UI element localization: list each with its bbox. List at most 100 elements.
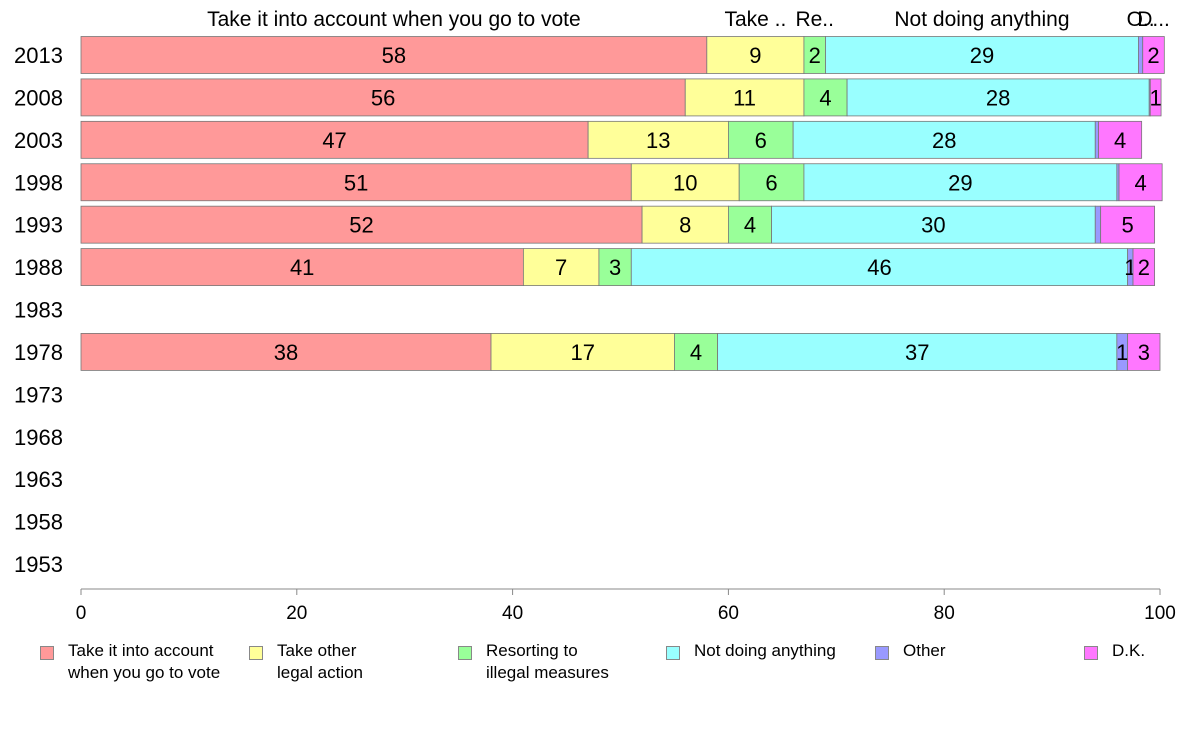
- category-label: 1958: [14, 510, 63, 535]
- legend-swatch: [875, 646, 889, 660]
- category-label: 1983: [14, 298, 63, 323]
- legend-swatch: [40, 646, 54, 660]
- x-tick-label: 60: [718, 603, 739, 624]
- data-label: 7: [555, 255, 567, 280]
- bar-segment: [1100, 205, 1156, 244]
- top-segment-label: Take it into account when you go to vote: [207, 8, 581, 31]
- bar-segment: [630, 163, 740, 202]
- bar-segment: [706, 36, 805, 74]
- data-label: 1: [1116, 340, 1128, 365]
- top-segment-label: D...: [1137, 8, 1170, 31]
- x-tick-label: 80: [934, 603, 955, 624]
- data-label: 30: [921, 213, 945, 238]
- data-label: 4: [819, 85, 831, 110]
- data-label: 38: [274, 340, 298, 365]
- bar-segment: [598, 248, 632, 286]
- legend-item: Take it into account when you go to vote: [40, 640, 220, 684]
- category-label: 1978: [14, 340, 63, 365]
- category-label: 1973: [14, 382, 63, 407]
- data-label: 28: [986, 85, 1010, 110]
- bar-segment: [80, 163, 632, 202]
- legend-swatch: [249, 646, 263, 660]
- legend-label: D.K.: [1112, 641, 1146, 660]
- data-label: 4: [690, 340, 702, 365]
- data-label: 2: [1138, 255, 1150, 280]
- legend-item: Other: [875, 640, 946, 662]
- top-segment-label: O..: [1127, 8, 1155, 31]
- data-label: 29: [970, 43, 994, 68]
- bar-segment: [80, 36, 708, 74]
- legend-item: Resorting to illegal measures: [458, 640, 609, 684]
- category-label: 2008: [14, 85, 63, 110]
- bar-segment: [1149, 78, 1162, 117]
- bar-segment: [522, 248, 600, 286]
- top-segment-label: Take ..: [724, 8, 786, 31]
- bar-segment: [738, 163, 805, 202]
- data-label: 52: [349, 213, 373, 238]
- x-tick-label: 20: [286, 603, 307, 624]
- bar-segment: [80, 78, 686, 117]
- data-label: 3: [1138, 340, 1150, 365]
- category-label: 1988: [14, 255, 63, 280]
- bar-segment: [80, 120, 589, 159]
- bar-segment: [1132, 248, 1156, 286]
- data-label: 47: [322, 128, 346, 153]
- bar-segment: [728, 205, 772, 244]
- data-label: 28: [932, 128, 956, 153]
- bar-segment: [684, 78, 805, 117]
- category-label: 2003: [14, 128, 63, 153]
- bar-segment: [728, 120, 794, 159]
- bar-segment: [1098, 120, 1143, 159]
- category-label: 2013: [14, 43, 63, 68]
- legend-item: Not doing anything: [666, 640, 836, 662]
- legend-swatch: [1084, 646, 1098, 660]
- data-label: 37: [905, 340, 929, 365]
- bar-segment: [717, 333, 1118, 371]
- data-label: 3: [609, 255, 621, 280]
- bar-segment: [80, 333, 492, 371]
- bar-segment: [803, 78, 848, 117]
- legend-swatch: [666, 646, 680, 660]
- data-label: 2: [1147, 43, 1159, 68]
- bar-segment: [630, 248, 1129, 286]
- data-label: 4: [1114, 128, 1126, 153]
- legend: Take it into account when you go to vote…: [0, 636, 1188, 696]
- data-label: 11: [733, 85, 756, 110]
- bar-segment: [1127, 333, 1161, 371]
- top-segment-label: Re..: [795, 8, 834, 31]
- data-label: 2: [809, 43, 821, 68]
- data-label: 56: [371, 85, 395, 110]
- category-label: 1993: [14, 213, 63, 238]
- top-segment-label: Not doing anything: [894, 8, 1069, 31]
- data-label: 4: [744, 213, 756, 238]
- bar-segment: [1094, 120, 1099, 159]
- data-label: 10: [673, 170, 697, 195]
- legend-label: Other: [903, 641, 946, 660]
- data-label: 1: [1150, 85, 1162, 110]
- data-label: 29: [948, 170, 972, 195]
- legend-label: Resorting to illegal measures: [486, 641, 609, 682]
- bar-segment: [80, 248, 524, 286]
- data-label: 5: [1122, 213, 1134, 238]
- category-label: 1963: [14, 467, 63, 492]
- bar-segment: [825, 36, 1139, 74]
- data-label: 17: [570, 340, 594, 365]
- x-tick-label: 100: [1144, 603, 1176, 624]
- data-label: 6: [755, 128, 767, 153]
- data-label: 8: [679, 213, 691, 238]
- legend-label: Not doing anything: [694, 641, 836, 660]
- bar-segment: [587, 120, 729, 159]
- bar-segment: [771, 205, 1096, 244]
- legend-item: Take other legal action: [249, 640, 363, 684]
- data-label: 13: [646, 128, 670, 153]
- bar-segment: [1142, 36, 1165, 74]
- bar-segment: [641, 205, 729, 244]
- bar-segment: [803, 163, 1118, 202]
- bar-segment: [846, 78, 1150, 117]
- category-label: 1953: [14, 552, 63, 577]
- category-label: 1998: [14, 170, 63, 195]
- data-label: 9: [749, 43, 761, 68]
- data-label: 51: [344, 170, 368, 195]
